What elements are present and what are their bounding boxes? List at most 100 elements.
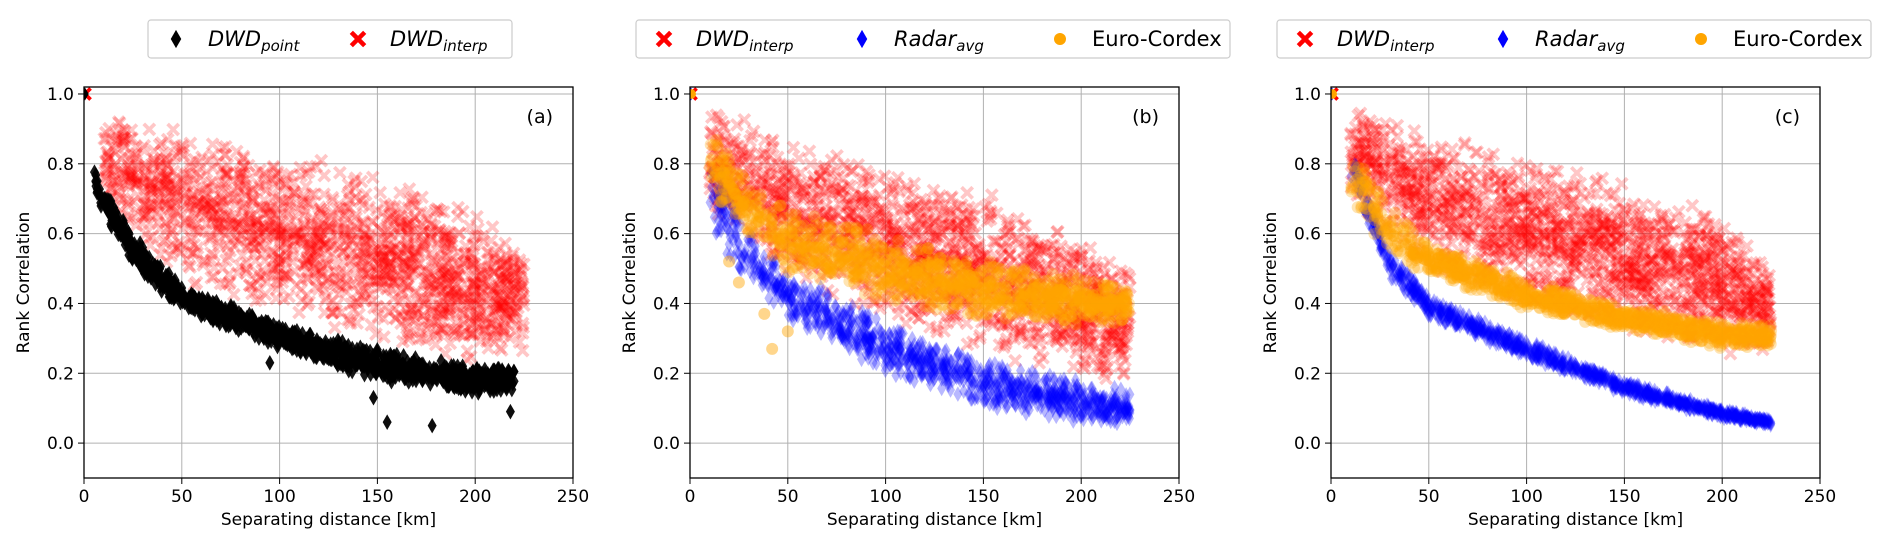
data-point [458, 324, 473, 339]
data-point [223, 232, 238, 246]
data-point [205, 137, 220, 152]
data-point [473, 334, 488, 348]
data-point [263, 201, 278, 216]
data-point [510, 276, 525, 291]
data-point [244, 235, 259, 250]
data-point [233, 155, 248, 170]
data-point [292, 202, 306, 216]
data-point [387, 274, 402, 289]
data-point [314, 234, 328, 248]
data-point [393, 219, 408, 234]
data-point [473, 310, 487, 325]
data-point [183, 155, 198, 170]
data-point [477, 322, 492, 337]
data-point [392, 227, 407, 241]
data-point [450, 300, 465, 315]
data-point [177, 175, 192, 189]
data-point [258, 232, 273, 247]
data-point [422, 279, 437, 294]
data-point [471, 297, 486, 312]
y-tick-label: 0.2 [47, 364, 74, 384]
data-point [401, 279, 416, 293]
data-point [448, 288, 462, 303]
data-point [152, 159, 167, 174]
data-point [285, 249, 300, 263]
data-point [430, 202, 445, 216]
data-point [205, 210, 220, 224]
data-point [250, 266, 265, 280]
data-point [433, 284, 448, 299]
data-point [267, 229, 282, 243]
data-point [508, 266, 523, 281]
data-point [452, 226, 466, 241]
data-point [491, 319, 506, 333]
data-point [210, 209, 225, 224]
data-point [118, 124, 133, 139]
data-point [303, 241, 318, 256]
data-point [467, 257, 482, 272]
data-point [304, 187, 319, 202]
data-point [250, 213, 265, 228]
data-point [196, 258, 211, 272]
data-point [357, 294, 372, 308]
data-point [474, 285, 488, 300]
data-point [151, 215, 165, 230]
data-point [138, 161, 153, 176]
data-point [404, 302, 418, 316]
data-point [117, 178, 131, 193]
data-point [143, 163, 158, 178]
data-point [457, 255, 471, 270]
data-point [285, 255, 300, 269]
data-point [366, 252, 381, 267]
data-point [497, 257, 512, 272]
data-point [315, 217, 330, 231]
data-point [218, 180, 233, 195]
data-point [115, 133, 130, 148]
data-point [488, 303, 503, 318]
x-tick-label: 200 [459, 487, 491, 507]
data-point [191, 195, 205, 210]
data-point [282, 198, 297, 213]
data-point [229, 144, 244, 159]
data-point [375, 254, 390, 269]
data-point [490, 295, 504, 309]
data-point [503, 304, 518, 318]
data-point [169, 189, 184, 204]
data-point [491, 330, 505, 344]
data-point [438, 266, 453, 281]
data-point [210, 220, 225, 235]
data-point [415, 308, 430, 323]
data-point [120, 162, 135, 177]
data-point [248, 232, 263, 247]
data-point [162, 184, 177, 199]
data-point [417, 296, 432, 311]
data-point [263, 200, 278, 215]
data-point [244, 215, 259, 229]
data-point [437, 230, 452, 244]
data-point [516, 298, 531, 312]
data-point [394, 316, 408, 331]
data-point [343, 223, 358, 238]
data-point [169, 184, 184, 199]
data-point [423, 285, 438, 300]
data-point [395, 292, 409, 307]
data-point [984, 188, 999, 202]
data-point [442, 230, 457, 245]
data-point [178, 214, 193, 229]
data-point [245, 195, 260, 209]
data-point [435, 267, 450, 282]
data-point [515, 290, 530, 305]
data-point [401, 230, 416, 245]
data-point [444, 237, 459, 252]
data-point-outlier [382, 414, 392, 430]
data-point [379, 281, 394, 296]
data-point [137, 197, 152, 211]
data-point [323, 240, 337, 254]
data-point [266, 245, 280, 260]
data-point [499, 307, 514, 322]
data-point [412, 331, 427, 346]
data-point [127, 152, 142, 167]
data-point [418, 239, 433, 254]
data-point [485, 220, 500, 234]
data-point [433, 222, 447, 237]
